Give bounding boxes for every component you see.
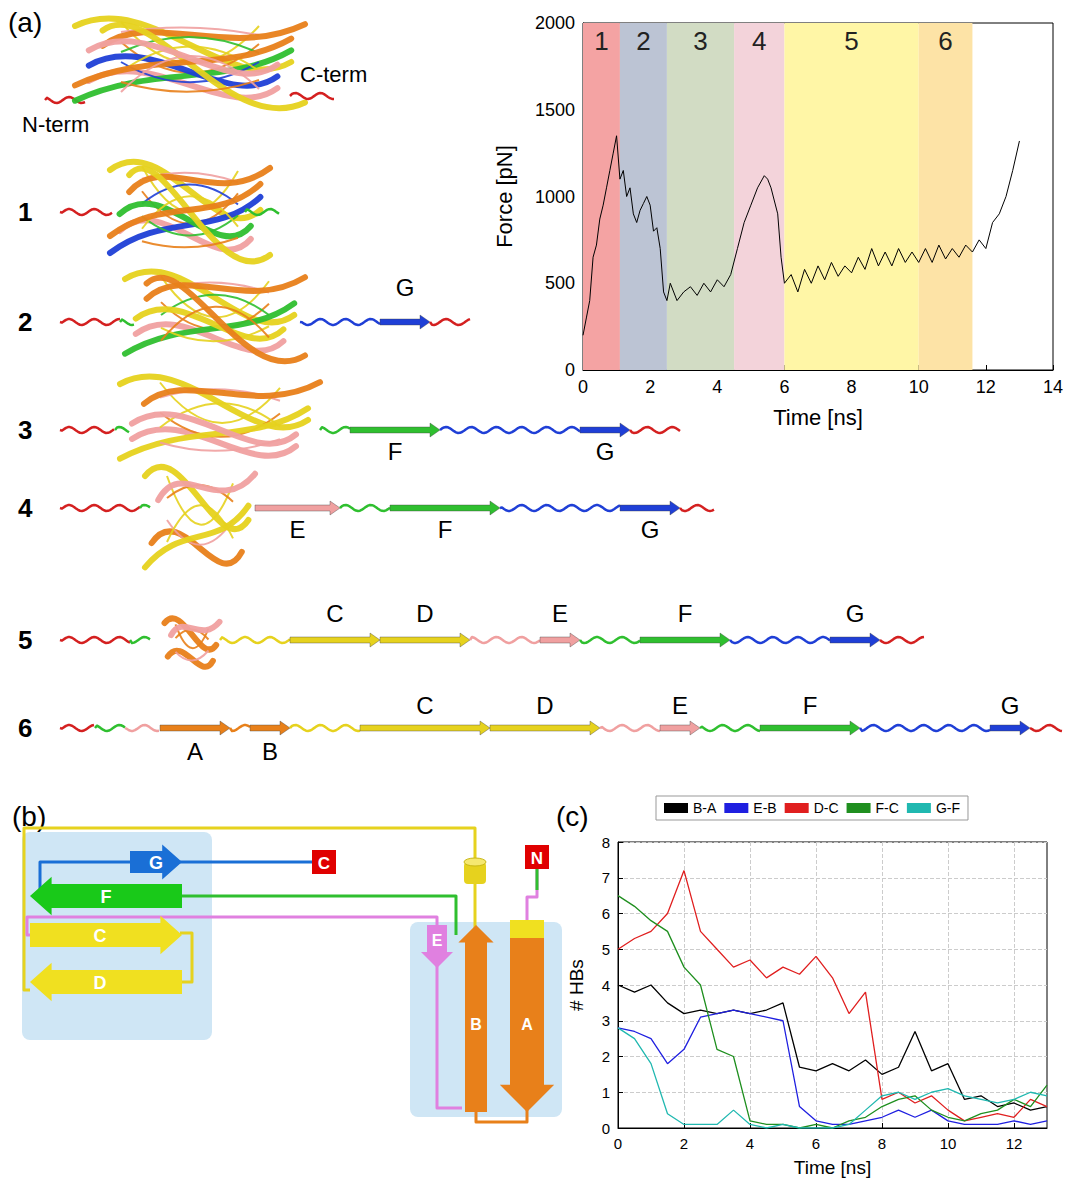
svg-text:6: 6 [602, 905, 610, 922]
svg-text:G: G [396, 274, 415, 301]
svg-text:12: 12 [1006, 1135, 1023, 1152]
svg-text:1: 1 [18, 197, 32, 227]
svg-text:E: E [289, 516, 305, 543]
svg-text:N: N [531, 849, 543, 868]
svg-text:6: 6 [938, 26, 952, 56]
svg-text:E: E [672, 692, 688, 719]
svg-text:10: 10 [909, 377, 929, 397]
svg-text:B-A: B-A [693, 800, 717, 816]
svg-text:N-term: N-term [22, 112, 89, 137]
svg-text:2: 2 [636, 26, 650, 56]
svg-text:3: 3 [693, 26, 707, 56]
svg-text:D: D [416, 600, 433, 627]
svg-text:10: 10 [940, 1135, 957, 1152]
svg-text:5: 5 [602, 941, 610, 958]
svg-text:F: F [678, 600, 693, 627]
svg-text:G: G [641, 516, 660, 543]
svg-text:E-B: E-B [753, 800, 776, 816]
svg-text:D: D [94, 973, 107, 993]
svg-text:G: G [846, 600, 865, 627]
svg-text:8: 8 [878, 1135, 886, 1152]
svg-text:Time [ns]: Time [ns] [794, 1157, 871, 1178]
svg-text:(c): (c) [556, 801, 589, 832]
svg-text:6: 6 [779, 377, 789, 397]
svg-text:0: 0 [602, 1120, 610, 1137]
svg-text:5: 5 [844, 26, 858, 56]
svg-text:2: 2 [602, 1048, 610, 1065]
svg-text:C: C [416, 692, 433, 719]
svg-text:# HBs: # HBs [566, 959, 587, 1011]
svg-text:C: C [318, 854, 330, 873]
svg-text:1: 1 [594, 26, 608, 56]
svg-text:0: 0 [614, 1135, 622, 1152]
svg-text:2: 2 [18, 307, 32, 337]
svg-text:G: G [596, 438, 615, 465]
svg-text:8: 8 [847, 377, 857, 397]
svg-text:F-C: F-C [876, 800, 899, 816]
svg-text:7: 7 [602, 869, 610, 886]
svg-text:8: 8 [602, 834, 610, 851]
svg-text:0: 0 [578, 377, 588, 397]
svg-text:6: 6 [18, 713, 32, 743]
svg-text:B: B [262, 738, 278, 765]
svg-text:4: 4 [712, 377, 722, 397]
svg-text:3: 3 [602, 1012, 610, 1029]
svg-text:1000: 1000 [535, 187, 575, 207]
svg-text:F: F [388, 438, 403, 465]
svg-text:F: F [438, 516, 453, 543]
svg-text:4: 4 [752, 26, 766, 56]
svg-text:1: 1 [602, 1084, 610, 1101]
svg-text:12: 12 [976, 377, 996, 397]
svg-text:G-F: G-F [936, 800, 960, 816]
svg-text:0: 0 [565, 360, 575, 380]
svg-text:F: F [803, 692, 818, 719]
svg-text:2: 2 [645, 377, 655, 397]
svg-text:G: G [149, 853, 163, 873]
svg-text:E: E [432, 932, 443, 949]
svg-text:6: 6 [812, 1135, 820, 1152]
svg-text:Force [pN]: Force [pN] [492, 145, 517, 248]
svg-text:4: 4 [18, 493, 33, 523]
svg-text:B: B [470, 1016, 482, 1033]
svg-text:4: 4 [602, 977, 610, 994]
svg-text:Time [ns]: Time [ns] [773, 405, 863, 430]
svg-text:A: A [187, 738, 203, 765]
svg-text:2: 2 [680, 1135, 688, 1152]
svg-text:500: 500 [545, 273, 575, 293]
svg-text:14: 14 [1043, 377, 1063, 397]
svg-text:A: A [521, 1016, 533, 1033]
svg-text:2000: 2000 [535, 13, 575, 33]
svg-text:C: C [94, 926, 107, 946]
svg-text:F: F [101, 887, 112, 907]
svg-text:C: C [326, 600, 343, 627]
svg-text:5: 5 [18, 625, 32, 655]
svg-text:G: G [1001, 692, 1020, 719]
svg-text:C-term: C-term [300, 62, 367, 87]
svg-text:D-C: D-C [814, 800, 839, 816]
svg-text:(a): (a) [8, 7, 42, 38]
svg-text:D: D [536, 692, 553, 719]
svg-text:3: 3 [18, 415, 32, 445]
svg-text:(b): (b) [12, 801, 47, 832]
svg-text:E: E [552, 600, 568, 627]
svg-text:1500: 1500 [535, 100, 575, 120]
svg-text:4: 4 [746, 1135, 754, 1152]
